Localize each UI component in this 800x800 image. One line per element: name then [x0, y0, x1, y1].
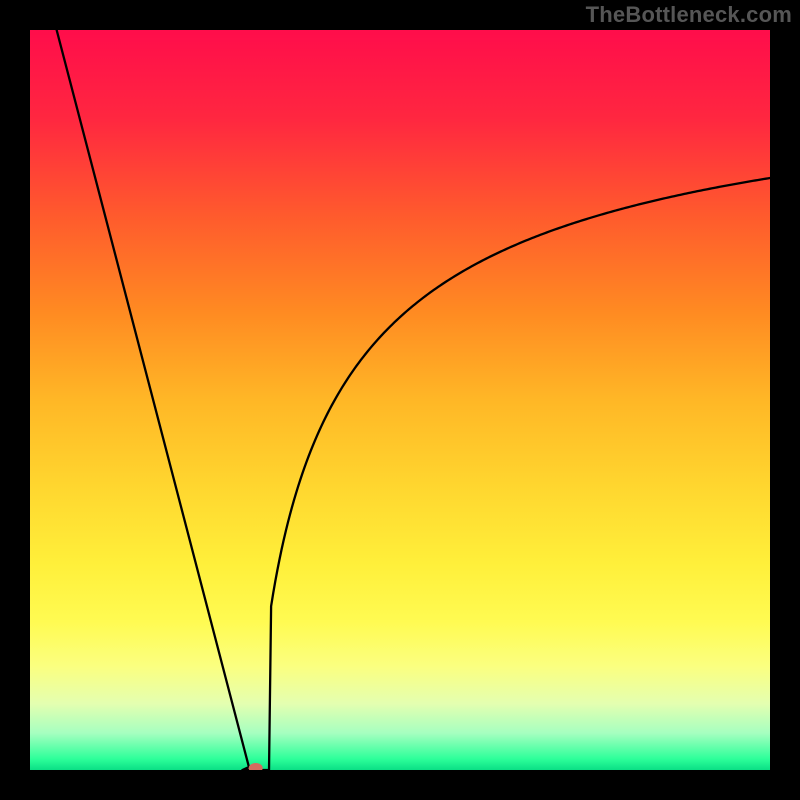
bottleneck-chart: [0, 0, 800, 800]
plot-background: [30, 30, 770, 770]
chart-container: TheBottleneck.com: [0, 0, 800, 800]
frame-border: [770, 0, 800, 800]
watermark-text: TheBottleneck.com: [586, 2, 792, 28]
frame-border: [0, 770, 800, 800]
frame-border: [0, 0, 30, 800]
